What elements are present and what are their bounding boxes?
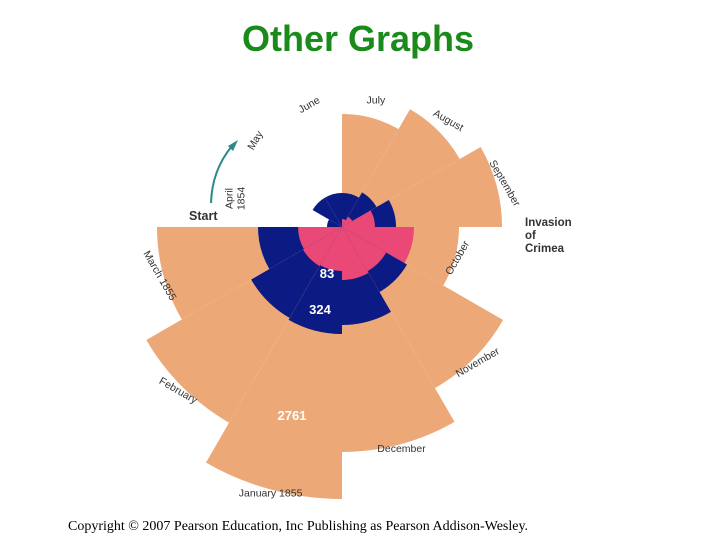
invasion-label-line-3: Crimea	[525, 243, 565, 255]
wedge-wounds-november	[342, 227, 387, 272]
month-label-july: July	[367, 94, 386, 106]
page-title: Other Graphs	[241, 18, 475, 59]
wedge-other-june	[325, 193, 342, 227]
wedge-wounds-august	[342, 216, 353, 227]
invasion-label-line-2: of	[525, 230, 536, 242]
wedge-other-august	[342, 192, 377, 227]
wedge-wounds-july	[342, 219, 346, 227]
value-label-2761: 2761	[278, 408, 307, 423]
wedge-wounds-january-1855	[320, 227, 342, 271]
value-label-83: 83	[320, 266, 334, 281]
wedge-wounds-december	[342, 227, 369, 281]
wedge-other-may	[312, 197, 342, 227]
month-label-june: June	[296, 94, 322, 116]
month-label-january-1855: January 1855	[239, 487, 303, 499]
wedge-preventable-august	[342, 109, 460, 227]
start-label: Start	[189, 209, 218, 223]
wedge-other-april-1854	[326, 219, 342, 227]
wedge-wounds-february	[303, 227, 342, 266]
value-label-324: 324	[309, 302, 331, 317]
wedge-wounds-september	[342, 210, 376, 227]
wedge-wounds-october	[342, 227, 415, 263]
start-arrow-head	[228, 140, 238, 151]
wedge-wounds-march-1855	[298, 227, 342, 249]
wedge-other-july	[342, 193, 359, 227]
wedge-layer	[146, 109, 504, 499]
invasion-label-line-1: Invasion	[525, 217, 572, 229]
start-arrow	[210, 145, 233, 204]
month-label-december: December	[377, 443, 426, 455]
month-label-april-1854: April1854	[223, 187, 247, 211]
month-label-may: May	[245, 128, 266, 152]
copyright-notice: Copyright © 2007 Pearson Education, Inc …	[68, 519, 529, 534]
value-label-layer: 83 324 2761	[278, 266, 335, 423]
